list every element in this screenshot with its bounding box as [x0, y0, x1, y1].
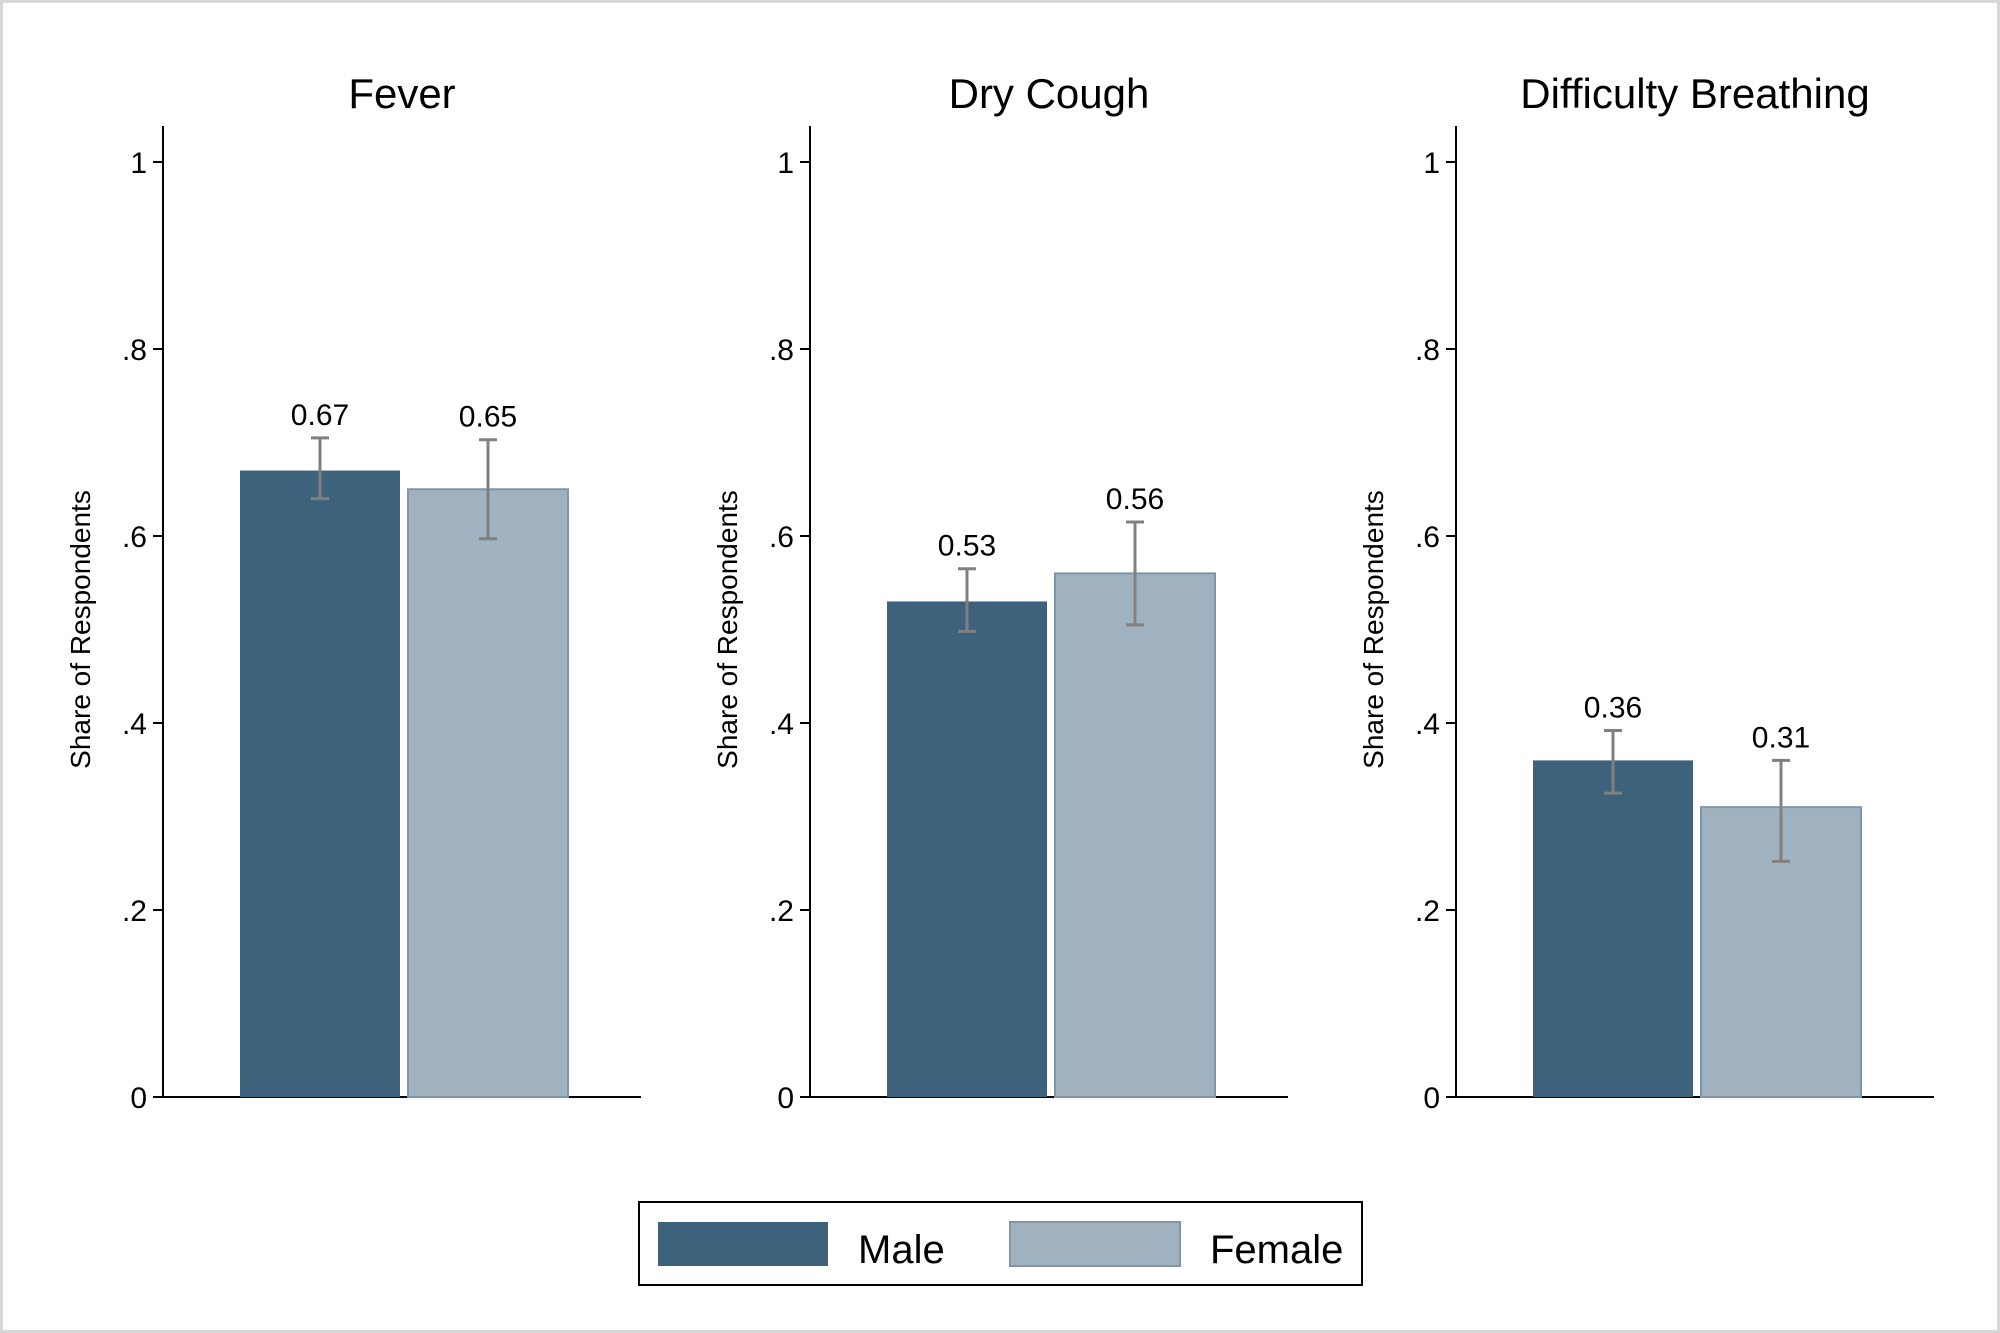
y-tick-label: .2	[769, 895, 794, 928]
y-tick-label: 0	[777, 1082, 794, 1115]
legend-label-male: Male	[858, 1228, 945, 1272]
data-label: 0.36	[1584, 691, 1642, 724]
y-tick-label: .6	[1415, 521, 1440, 554]
panel-title: Fever	[348, 70, 455, 117]
y-axis-label: Share of Respondents	[1358, 490, 1389, 769]
y-tick-label: 1	[777, 147, 794, 180]
bar-female	[407, 488, 569, 1098]
y-tick-label: .2	[1415, 895, 1440, 928]
bar-female	[1054, 572, 1216, 1098]
bar-male	[240, 470, 400, 1097]
bar-male	[887, 601, 1047, 1097]
data-label: 0.65	[459, 401, 517, 434]
panel-title: Dry Cough	[949, 70, 1150, 117]
y-tick-label: .2	[122, 895, 147, 928]
legend-swatch-male	[658, 1222, 828, 1266]
y-tick-label: 1	[1423, 147, 1440, 180]
bar-male	[1533, 760, 1693, 1097]
panel-1: Fever 0 .2 .4 .6 .8 1 Share of Respondents 0.67 0…	[65, 70, 641, 1115]
legend-swatch-female	[1009, 1221, 1181, 1267]
y-tick-label: 0	[130, 1082, 147, 1115]
legend: Male Female	[638, 1201, 1363, 1286]
y-tick-label: .8	[1415, 334, 1440, 367]
y-tick-label: .8	[769, 334, 794, 367]
panel-title: Difficulty Breathing	[1520, 70, 1869, 117]
y-tick-label: 1	[130, 147, 147, 180]
data-label: 0.67	[291, 399, 349, 432]
data-label: 0.31	[1752, 721, 1810, 754]
y-tick-label: .8	[122, 334, 147, 367]
panel-2: Dry Cough 0 .2 .4 .6 .8 1 Share of Respondents 0…	[712, 70, 1288, 1115]
chart-panels: Fever 0 .2 .4 .6 .8 1 Share of Respondents 0.67 0…	[65, 70, 1934, 1115]
y-tick-label: .4	[769, 708, 794, 741]
y-tick-label: .6	[122, 521, 147, 554]
panel-3: Difficulty Breathing 0 .2 .4 .6 .8 1 Share of R…	[1358, 70, 1934, 1115]
y-axis-label: Share of Respondents	[712, 490, 743, 769]
y-tick-label: .6	[769, 521, 794, 554]
data-label: 0.53	[938, 530, 996, 563]
y-tick-label: 0	[1423, 1082, 1440, 1115]
data-label: 0.56	[1106, 483, 1164, 516]
y-tick-label: .4	[1415, 708, 1440, 741]
y-axis-label: Share of Respondents	[65, 490, 96, 769]
y-tick-label: .4	[122, 708, 147, 741]
legend-label-female: Female	[1210, 1228, 1343, 1272]
